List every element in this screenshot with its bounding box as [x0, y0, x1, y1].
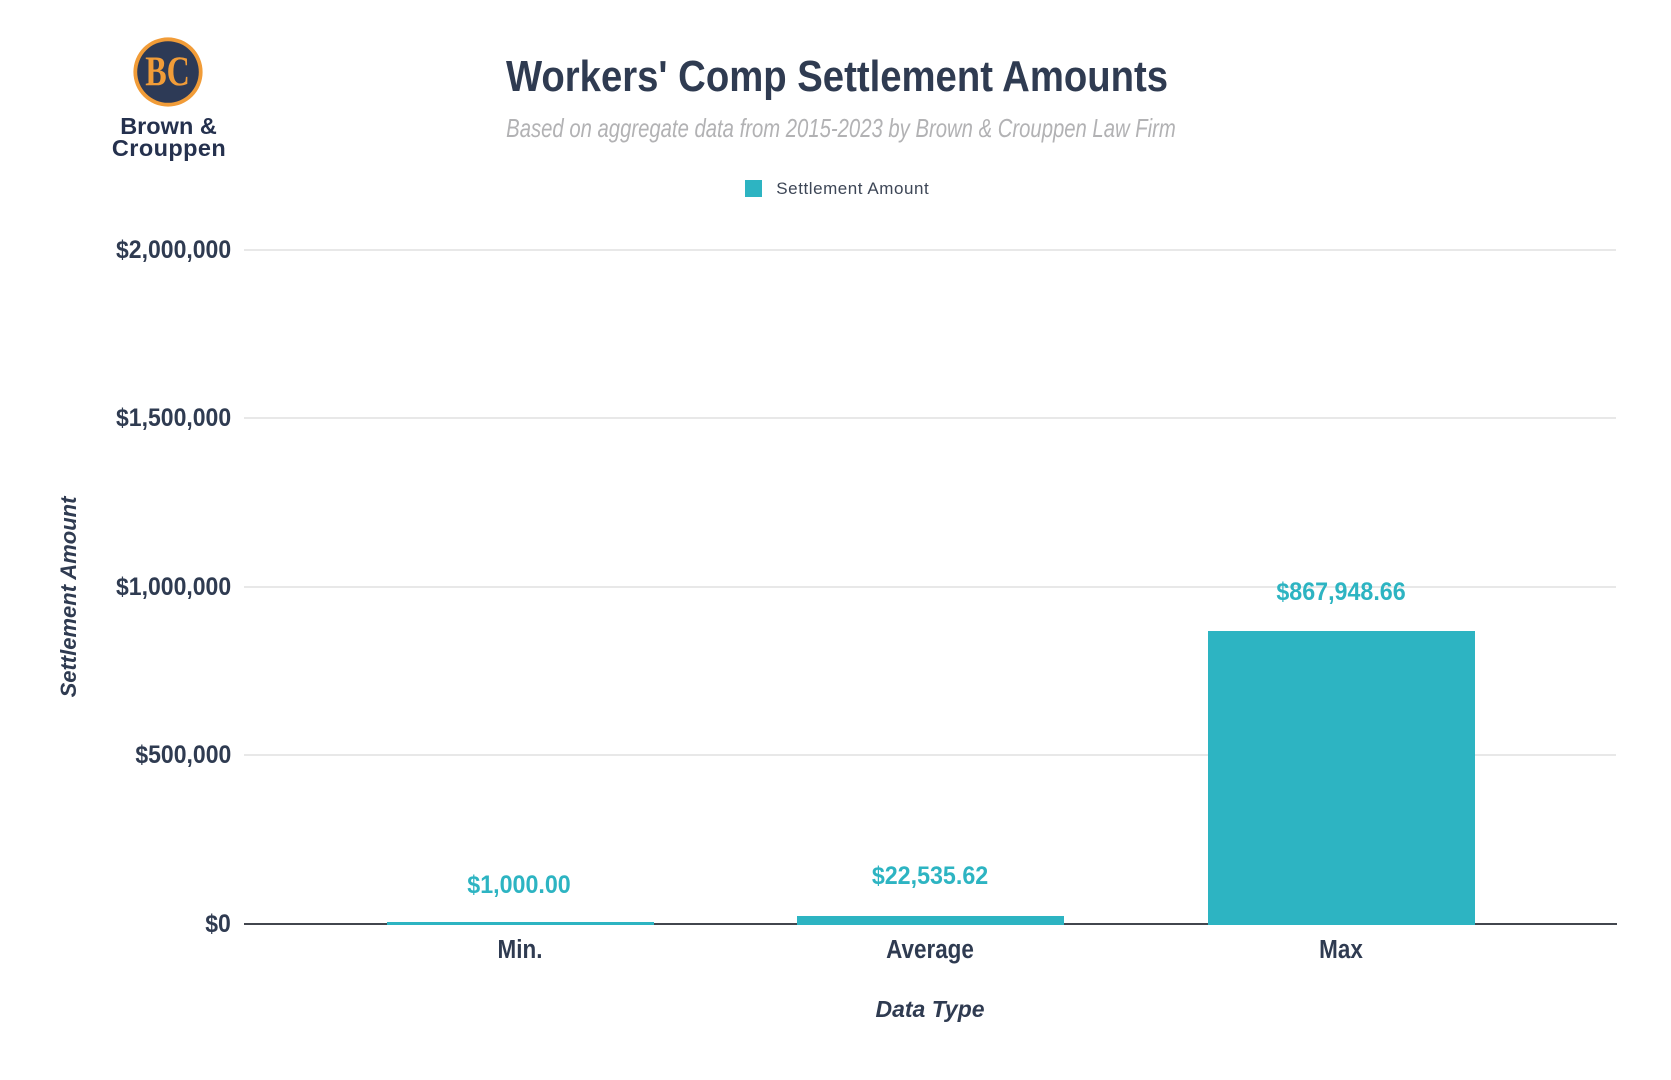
svg-text:BC: BC — [145, 49, 190, 96]
